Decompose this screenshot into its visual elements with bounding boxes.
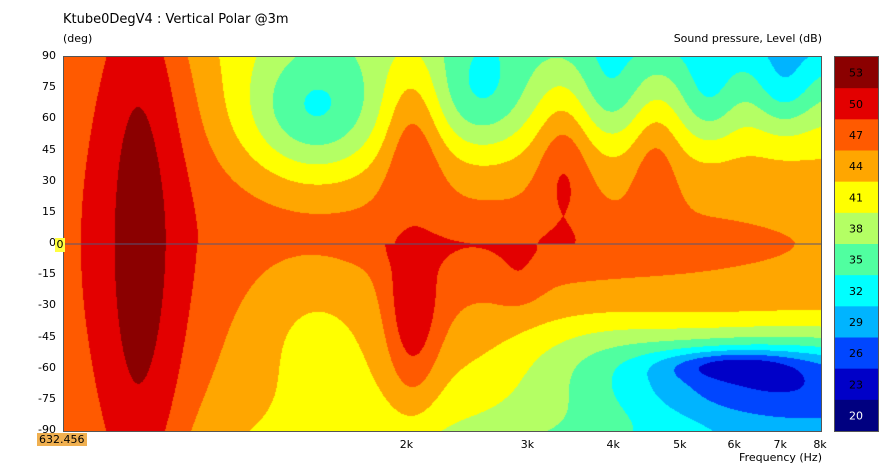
y-tick-label: 30 bbox=[42, 173, 56, 187]
y-tick-label: 60 bbox=[42, 111, 56, 125]
colorbar-swatch bbox=[835, 399, 878, 432]
x-tick-label: 2k bbox=[399, 438, 414, 451]
y-tick-label: -75 bbox=[38, 391, 56, 405]
colorbar-level-label: 29 bbox=[849, 316, 863, 329]
y-tick-label: -90 bbox=[38, 423, 56, 436]
polar-map-plot[interactable] bbox=[63, 56, 822, 432]
colorbar-swatch bbox=[835, 244, 878, 276]
colorbar: 53 50 47 44 41 38 35 32 29 26 23 20 bbox=[834, 56, 879, 432]
colorbar-level-label: 50 bbox=[849, 98, 863, 111]
colorbar-level-label: 38 bbox=[849, 222, 863, 235]
colorbar-swatch bbox=[835, 212, 878, 245]
cursor-frequency-readout: 632.456 bbox=[37, 433, 87, 446]
colorbar-level-label: 35 bbox=[849, 254, 863, 267]
colorbar-swatch bbox=[835, 150, 878, 183]
colorbar-swatch bbox=[835, 88, 878, 120]
y-tick-label: 0 bbox=[49, 236, 56, 249]
colorbar-level-label: 53 bbox=[849, 67, 863, 80]
x-tick-label: 8k bbox=[813, 438, 827, 451]
y-tick-label: 90 bbox=[42, 49, 56, 62]
x-tick-label: 6k bbox=[727, 438, 741, 451]
colorbar-svg: 53 50 47 44 41 38 35 32 29 26 23 20 bbox=[835, 57, 878, 432]
colorbar-swatch bbox=[835, 181, 878, 214]
colorbar-swatch bbox=[835, 275, 878, 307]
colorbar-level-label: 32 bbox=[849, 285, 863, 298]
x-tick-label: 5k bbox=[673, 438, 687, 451]
y-tick-label: 15 bbox=[42, 204, 56, 218]
colorbar-swatch bbox=[835, 57, 878, 89]
colorbar-swatch bbox=[835, 337, 878, 370]
x-tick-label: 7k bbox=[773, 438, 787, 451]
y-tick-label: 75 bbox=[42, 80, 56, 94]
colorbar-swatch bbox=[835, 119, 878, 151]
y-tick-label: -30 bbox=[38, 298, 56, 312]
zero-angle-marker[interactable]: 0 bbox=[55, 238, 65, 252]
x-axis-label: Frequency (Hz) bbox=[739, 451, 822, 464]
colorbar-label: Sound pressure, Level (dB) bbox=[673, 32, 822, 45]
x-tick-label: 3k bbox=[520, 438, 535, 451]
y-tick-label: -45 bbox=[38, 329, 56, 343]
colorbar-level-label: 44 bbox=[849, 160, 863, 173]
polar-map-overlay bbox=[64, 243, 821, 245]
colorbar-level-label: 23 bbox=[849, 378, 863, 391]
colorbar-level-label: 20 bbox=[849, 409, 863, 422]
x-tick-label: 4k bbox=[606, 438, 620, 451]
y-axis-label: (deg) bbox=[63, 32, 93, 45]
y-tick-label: -15 bbox=[38, 267, 56, 281]
chart-title: Ktube0DegV4 : Vertical Polar @3m bbox=[63, 12, 289, 27]
colorbar-level-label: 41 bbox=[849, 191, 863, 204]
colorbar-swatch bbox=[835, 306, 878, 338]
y-tick-label: -60 bbox=[38, 360, 56, 374]
colorbar-level-label: 47 bbox=[849, 129, 863, 142]
colorbar-swatch bbox=[835, 368, 878, 401]
y-tick-label: 45 bbox=[42, 142, 56, 156]
colorbar-level-label: 26 bbox=[849, 347, 863, 360]
